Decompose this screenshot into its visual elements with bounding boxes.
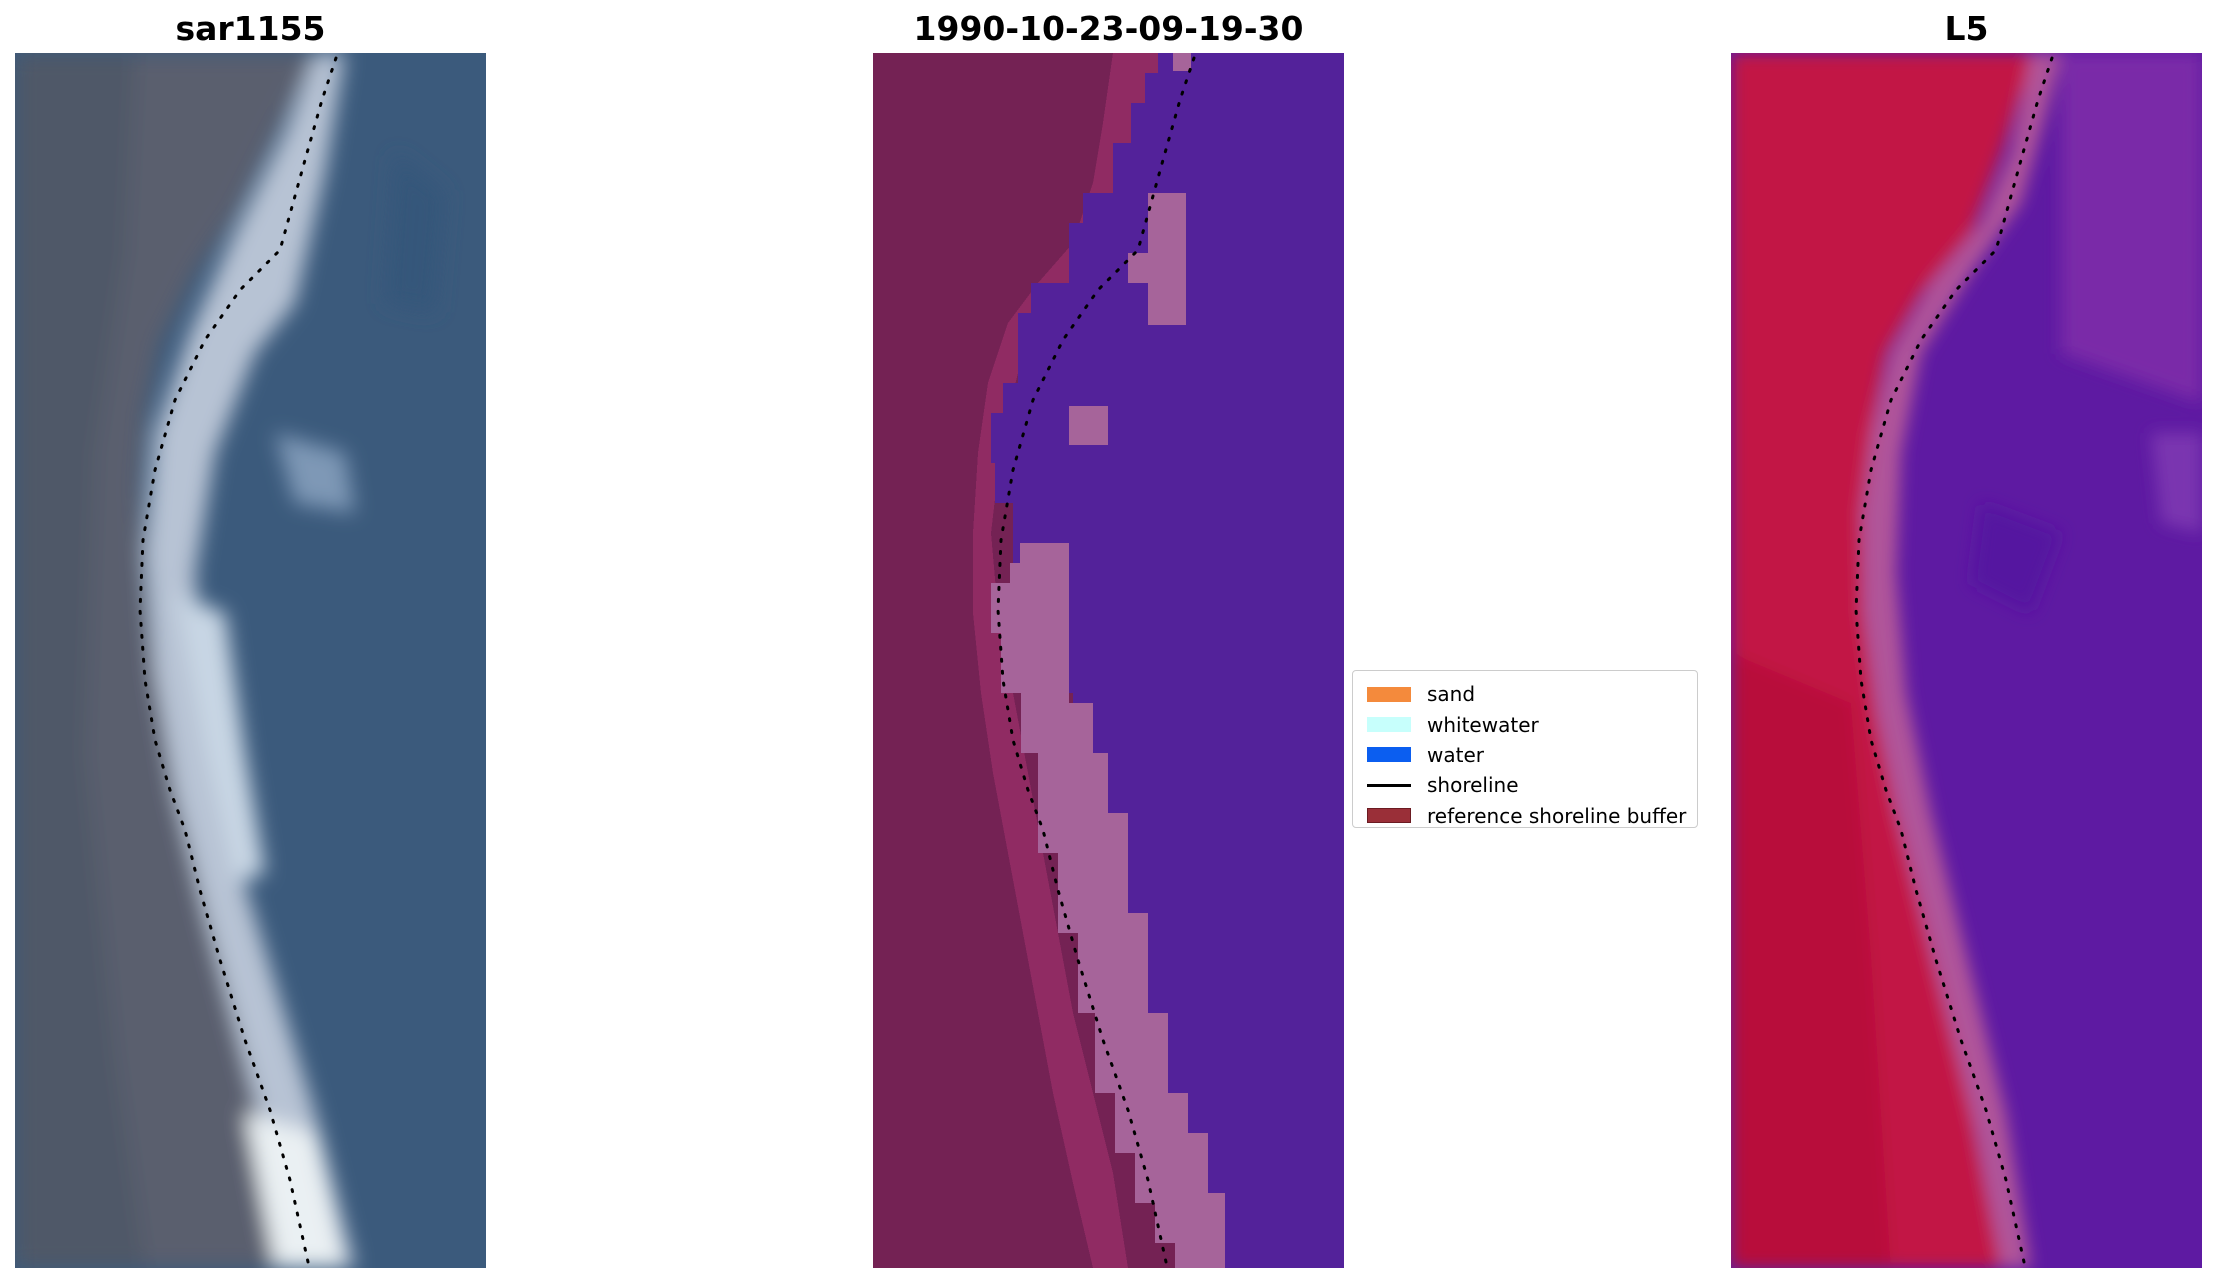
legend-label-water: water [1427,742,1484,767]
legend-item-whitewater: whitewater [1361,709,1689,739]
rgb-image-panel [15,53,486,1268]
legend-label-whitewater: whitewater [1427,712,1539,737]
legend-item-shoreline: shoreline [1361,770,1689,800]
index-image-panel [1731,53,2202,1268]
legend-item-sand: sand [1361,679,1689,709]
legend-swatch-reference-buffer [1367,808,1411,824]
panel-title-index: L5 [1944,9,1989,48]
legend: sand whitewater water shoreline referenc… [1352,670,1698,828]
legend-swatch-sand [1367,686,1411,702]
legend-label-reference-buffer: reference shoreline buffer [1427,803,1687,828]
legend-item-reference-buffer: reference shoreline buffer [1361,801,1689,831]
legend-label-sand: sand [1427,682,1476,707]
panel-title-classified: 1990-10-23-09-19-30 [913,9,1304,48]
classified-image-panel [873,53,1344,1268]
legend-label-shoreline: shoreline [1427,773,1519,798]
legend-swatch-water [1367,747,1411,763]
legend-line-shoreline [1367,783,1411,787]
legend-item-water: water [1361,740,1689,770]
panel-title-rgb: sar1155 [175,9,326,48]
legend-swatch-whitewater [1367,717,1411,733]
